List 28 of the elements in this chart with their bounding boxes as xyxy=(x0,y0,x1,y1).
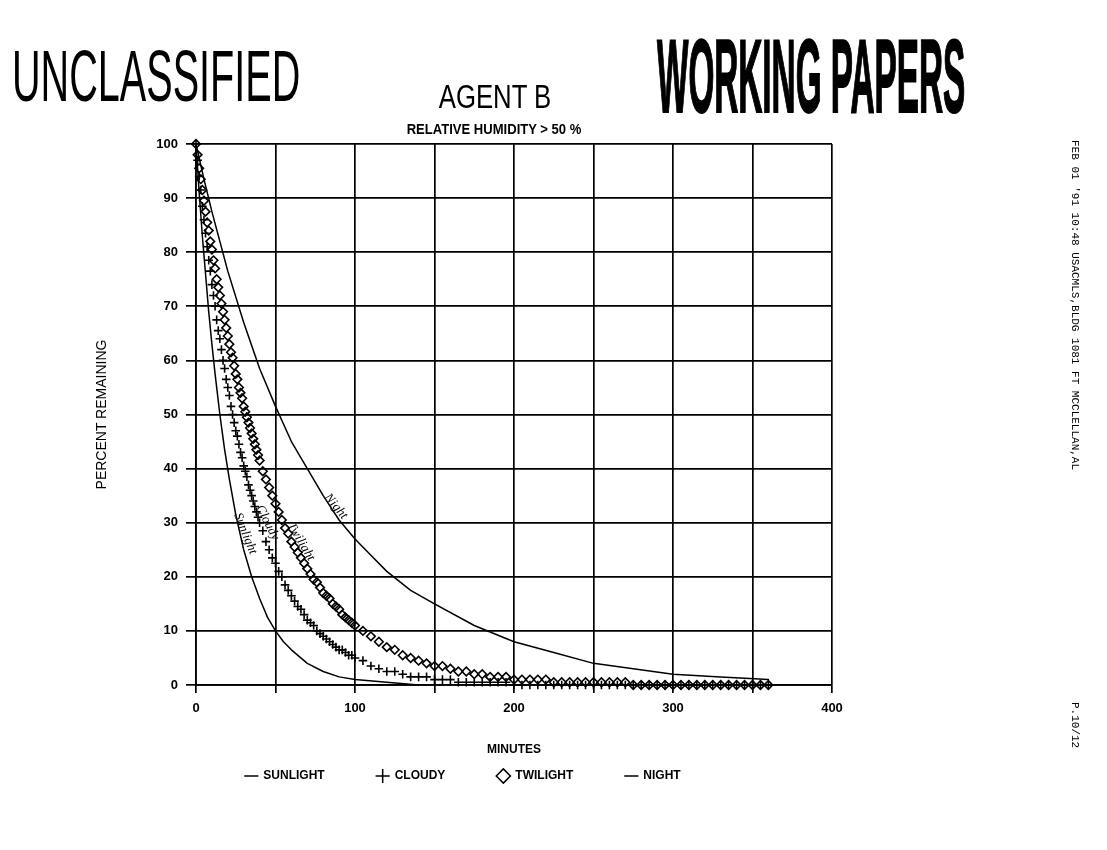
y-tick-label: 40 xyxy=(163,460,178,476)
legend-label: TWILIGHT xyxy=(515,768,574,783)
y-axis-title: PERCENT REMAINING xyxy=(93,339,110,490)
y-tick-label: 50 xyxy=(163,406,178,422)
text: FEB 01 '91 10:48 USACMLS,BLDG 1081 FT MCCLELLAN,AL xyxy=(1069,140,1081,471)
text: UNCLASSIFIED xyxy=(12,35,301,117)
x-tick-label: 200 xyxy=(503,700,525,716)
x-tick-label: 300 xyxy=(662,700,684,716)
y-tick-label: 20 xyxy=(163,568,178,584)
chart-title: AGENT B xyxy=(438,78,552,116)
legend-label: SUNLIGHT xyxy=(263,768,326,783)
y-tick-label: 100 xyxy=(156,135,178,151)
y-tick-label: 90 xyxy=(163,189,178,205)
text: WORKING PAPERS xyxy=(657,17,966,136)
legend-label: CLOUDY xyxy=(394,768,446,783)
x-tick-label: 100 xyxy=(344,700,366,716)
y-tick-label: 60 xyxy=(163,351,178,367)
y-tick-label: 10 xyxy=(163,622,178,638)
y-tick-label: 70 xyxy=(163,297,178,313)
chart-subtitle: RELATIVE HUMIDITY > 50 % xyxy=(406,120,582,137)
y-tick-label: 30 xyxy=(163,514,178,530)
x-axis-title: MINUTES xyxy=(487,742,541,757)
x-tick-label: 0 xyxy=(192,700,200,716)
x-tick-label: 400 xyxy=(821,700,843,716)
text: P.10/12 xyxy=(1069,702,1081,749)
y-tick-label: 0 xyxy=(170,676,178,692)
legend-label: NIGHT xyxy=(643,768,682,783)
y-tick-label: 80 xyxy=(163,243,178,259)
